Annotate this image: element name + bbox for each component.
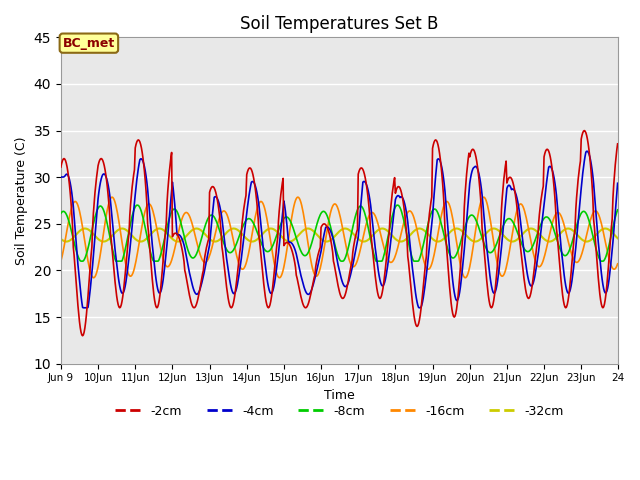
X-axis label: Time: Time: [324, 389, 355, 402]
Title: Soil Temperatures Set B: Soil Temperatures Set B: [241, 15, 439, 33]
Y-axis label: Soil Temperature (C): Soil Temperature (C): [15, 136, 28, 265]
Text: BC_met: BC_met: [63, 36, 115, 49]
Legend: -2cm, -4cm, -8cm, -16cm, -32cm: -2cm, -4cm, -8cm, -16cm, -32cm: [111, 400, 569, 423]
